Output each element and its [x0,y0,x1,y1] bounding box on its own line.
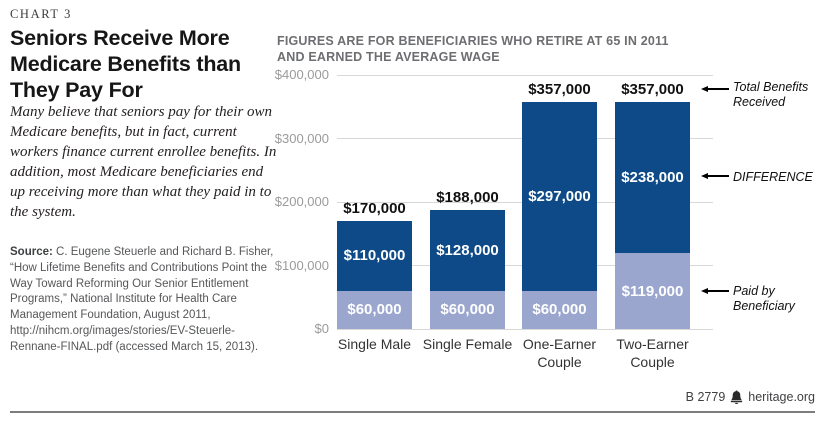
page-title: Seniors Receive More Medicare Benefits t… [10,26,241,103]
bar-difference-single-male: $110,000 [337,221,412,291]
annotation-total-label: Total Benefits Received [733,80,809,109]
footer: B 2779 heritage.org [686,390,815,404]
chart-subtitle: FIGURES ARE FOR BENEFICIARIES WHO RETIRE… [277,33,727,65]
category-label-two-earner-couple: Two-Earner Couple [616,336,689,370]
y-axis-tick-label: $100,000 [274,257,329,273]
annotation-arrow-difference-segment [701,172,729,180]
bar-chart-plot: $400,000 $300,000 $200,000 $100,000 $0 $110,0… [275,67,813,370]
bar-difference-single-female: $128,000 [430,209,505,291]
arrow-head-icon [701,288,708,294]
bar-paid-single-female: $60,000 [430,290,505,329]
source-note: Source: C. Eugene Steuerle and Richard B… [10,245,280,355]
difference-value-label: $128,000 [436,241,499,259]
source-text: C. Eugene Steuerle and Richard B. Fisher… [10,246,274,353]
bar-difference-one-earner-couple: $297,000 [522,102,597,291]
difference-value-label: $238,000 [621,169,684,187]
category-label-single-female: Single Female [422,336,513,352]
bar-paid-single-male: $60,000 [337,290,412,329]
footer-doc-id: B 2779 [685,390,726,404]
arrow-shaft [708,175,729,177]
gridline [337,74,713,76]
total-label-single-female: $188,000 [436,188,499,206]
bar-paid-two-earner-couple: $119,000 [615,253,690,329]
total-label-single-male: $170,000 [343,200,406,218]
difference-value-label: $110,000 [343,247,406,265]
annotation-difference-segment: DIFFERENCE [733,170,813,184]
category-label-single-male: Single Male [337,336,412,352]
footer-divider [10,411,815,413]
y-axis-tick-label: $0 [314,321,329,336]
arrow-shaft [708,290,729,292]
paid-value-label: $60,000 [440,301,495,319]
chart-subtitle-line1: FIGURES ARE FOR BENEFICIARIES WHO RETIRE… [277,34,669,48]
total-label-two-earner-couple: $357,000 [621,81,684,99]
paid-value-label: $119,000 [621,282,684,300]
category-label-one-earner-couple: One-Earner Couple [522,336,597,370]
y-axis-tick-label: $200,000 [274,194,329,209]
chart-description: Many believe that seniors pay for their … [10,104,277,221]
difference-value-label: $297,000 [528,188,591,206]
arrow-head-icon [701,86,708,92]
bar-difference-two-earner-couple: $238,000 [615,102,690,254]
y-axis-tick-label: $400,000 [274,67,329,82]
chart-number-label: CHART 3 [10,7,72,21]
bar-paid-one-earner-couple: $60,000 [522,290,597,329]
arrow-shaft [708,88,729,90]
arrow-head-icon [701,173,708,179]
gridline [337,328,713,330]
y-axis-tick-label: $300,000 [274,130,329,146]
chart-subtitle-line2: AND EARNED THE AVERAGE WAGE [277,50,500,64]
annotation-arrow-paid-segment [701,287,729,295]
total-label-one-earner-couple: $357,000 [528,81,591,99]
paid-value-label: $60,000 [347,301,402,319]
annotation-paid-segment: Paid by Beneficiary [733,284,795,313]
paid-value-label: $60,000 [532,301,587,319]
heritage-bell-icon [730,390,743,404]
annotation-arrow-total-label [701,85,729,93]
source-label: Source: [10,246,53,258]
footer-site: heritage.org [748,390,815,404]
